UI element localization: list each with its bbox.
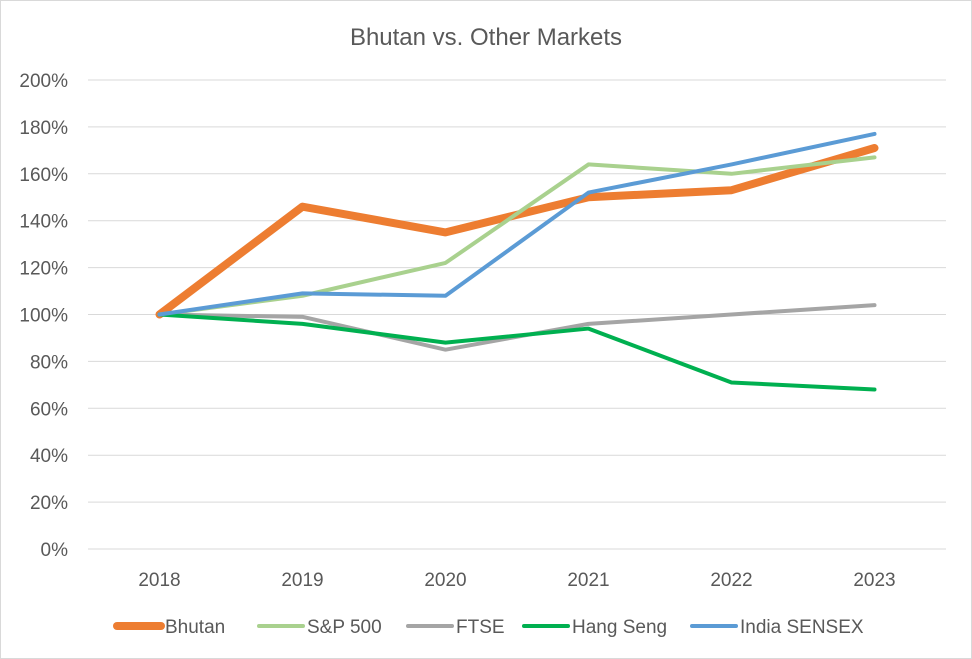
y-tick-label: 40% — [30, 446, 68, 467]
legend-item: India SENSEX — [690, 617, 864, 638]
y-axis-ticks: 0% 20% 40% 60% 80% 100% 120% 140% 160% 180% 200% — [19, 71, 68, 561]
y-tick-label: 180% — [19, 118, 68, 139]
series-line-india-sensex — [157, 131, 877, 317]
y-tick-label: 200% — [19, 71, 68, 92]
x-tick-label: 2018 — [138, 570, 180, 591]
legend: Bhutan S&P 500 FTSE Hang Seng India SENSEX — [113, 617, 864, 638]
y-tick-label: 120% — [19, 259, 68, 280]
y-tick-label: 60% — [30, 399, 68, 420]
y-tick-label: 20% — [30, 493, 68, 514]
x-tick-label: 2019 — [281, 570, 323, 591]
y-tick-label: 160% — [19, 165, 68, 186]
legend-label: S&P 500 — [307, 617, 382, 638]
legend-item: Hang Seng — [522, 617, 667, 638]
chart-title: Bhutan vs. Other Markets — [350, 24, 622, 51]
legend-item: FTSE — [406, 617, 505, 638]
legend-item: Bhutan — [113, 617, 225, 638]
legend-label: Bhutan — [165, 617, 225, 638]
legend-label: FTSE — [456, 617, 505, 638]
series-line-bhutan — [155, 144, 879, 319]
legend-label: Hang Seng — [572, 617, 667, 638]
series-line-ftse — [157, 303, 877, 352]
y-tick-label: 80% — [30, 352, 68, 373]
x-tick-label: 2022 — [710, 570, 752, 591]
legend-item: S&P 500 — [257, 617, 382, 638]
series-lines — [155, 131, 879, 392]
legend-label: India SENSEX — [740, 617, 864, 638]
y-tick-label: 0% — [41, 540, 69, 561]
y-tick-label: 100% — [19, 306, 68, 327]
gridlines — [88, 79, 946, 550]
x-tick-label: 2021 — [567, 570, 609, 591]
y-tick-label: 140% — [19, 212, 68, 233]
x-tick-label: 2023 — [853, 570, 895, 591]
series-line-hang-seng — [157, 312, 877, 392]
x-axis-ticks: 2018 2019 2020 2021 2022 2023 — [138, 570, 895, 591]
x-tick-label: 2020 — [424, 570, 466, 591]
